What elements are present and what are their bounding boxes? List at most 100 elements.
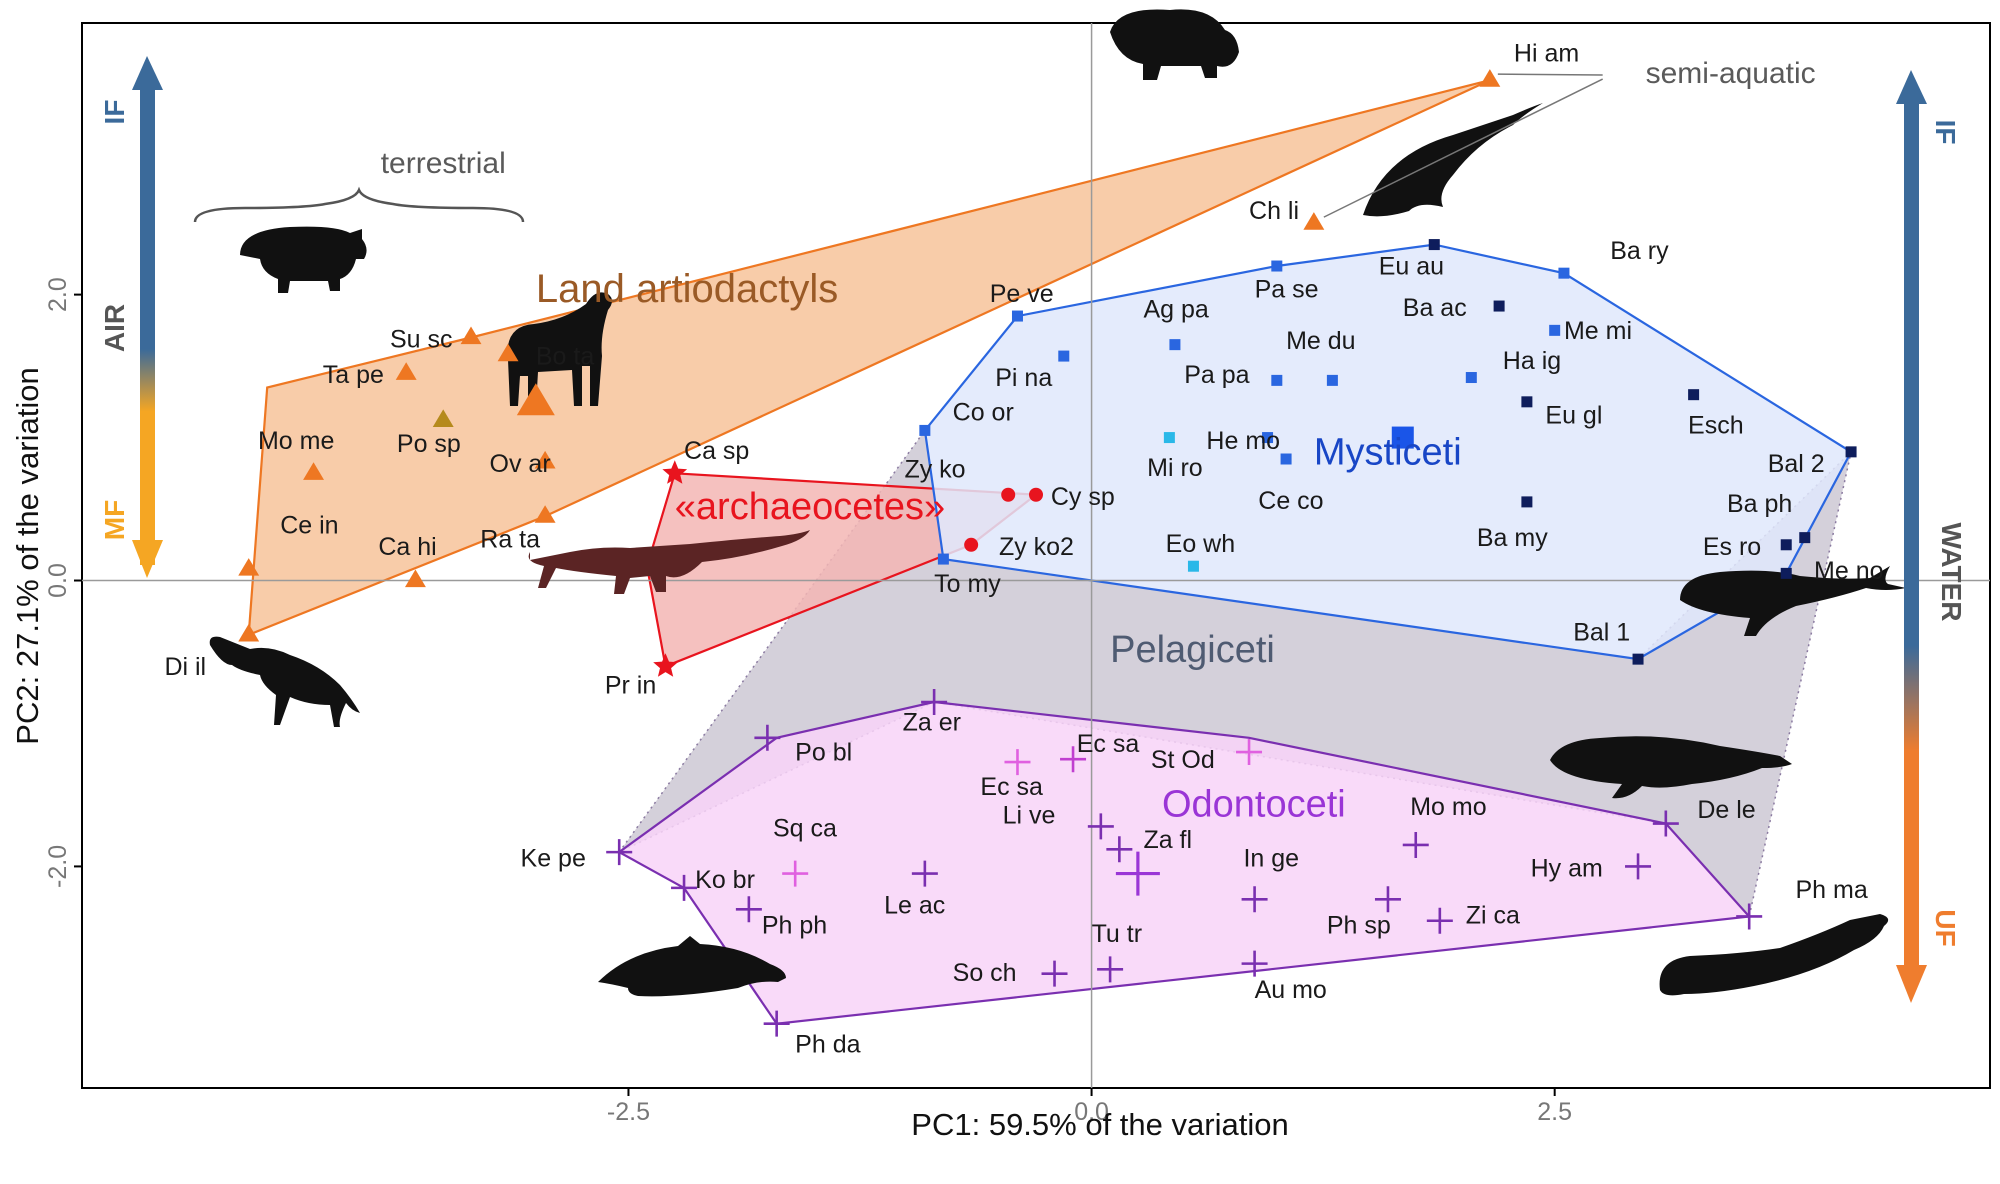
point-hi-am xyxy=(1479,69,1501,87)
left-axis-bar: IF AIR MF xyxy=(99,56,163,578)
label-tu-tr: Tu tr xyxy=(1092,920,1142,948)
right-whale-silhouette xyxy=(1680,566,1906,636)
point-ha-ig xyxy=(1465,372,1477,384)
sheep-silhouette xyxy=(507,292,612,406)
point-so-ch xyxy=(1041,960,1068,987)
label-hy-am: Hy am xyxy=(1531,854,1603,882)
axis-ticks: -2.5 0.0 2.5 2.0 0.0 -2.0 xyxy=(44,277,1572,1126)
point-ec-sa xyxy=(1004,749,1031,776)
label-mi-ro: Mi ro xyxy=(1147,454,1203,482)
group-labels: Land artiodactyls «archaeocetes» Mysticeti… xyxy=(536,267,1462,826)
label-to-my: To my xyxy=(934,570,1001,598)
point-ce-co xyxy=(1280,453,1292,465)
label-ce-co: Ce co xyxy=(1258,487,1323,515)
label-po-bl: Po bl xyxy=(795,739,852,767)
label-ch-li: Ch li xyxy=(1249,197,1299,225)
point-di-il xyxy=(238,623,260,642)
label-ba-ac: Ba ac xyxy=(1403,294,1467,322)
point-cy-sp xyxy=(1029,487,1043,502)
label-st-od: St Od xyxy=(1151,746,1215,774)
point-pr-in xyxy=(653,653,678,677)
point-ec-sa xyxy=(1060,746,1087,773)
label-he-mo: He mo xyxy=(1206,427,1280,455)
point-sq-ca xyxy=(782,860,809,887)
label-me-mi: Me mi xyxy=(1564,317,1632,345)
label-mo-mo: Mo mo xyxy=(1410,793,1486,821)
point-pi-na xyxy=(1058,350,1070,362)
group-label-odontoceti: Odontoceti xyxy=(1162,783,1346,825)
label-za-er: Za er xyxy=(903,709,961,737)
annotations: terrestrial semi-aquatic xyxy=(381,57,1816,218)
point-za-fl xyxy=(1106,836,1133,863)
label-es-ro: Es ro xyxy=(1703,533,1761,561)
point-ca-sp xyxy=(662,460,688,484)
point-ba-ph xyxy=(1799,532,1811,544)
deer-silhouette xyxy=(209,636,360,727)
point-ce-in xyxy=(238,558,260,576)
point-ch-li xyxy=(1303,212,1325,230)
point-ph-ma xyxy=(1736,903,1763,930)
crocodile-silhouette xyxy=(528,530,810,594)
left-arrow-down-head xyxy=(132,540,163,578)
label-sq-ca: Sq ca xyxy=(773,814,837,842)
x-tick-label: -2.5 xyxy=(607,1098,650,1126)
label-au-mo: Au mo xyxy=(1255,976,1327,1004)
semi-aquatic-leader-hi xyxy=(1497,73,1603,76)
point-me-du xyxy=(1326,374,1338,386)
label-ca-hi: Ca hi xyxy=(378,533,436,561)
data-marks xyxy=(238,69,1857,1037)
point-esch xyxy=(1688,389,1700,401)
label-pe-ve: Pe ve xyxy=(990,280,1054,308)
point-co-or xyxy=(919,424,931,436)
label-eu-au: Eu au xyxy=(1379,253,1444,281)
annotation-terrestrial: terrestrial xyxy=(381,147,506,180)
porpoise-silhouette xyxy=(598,936,786,997)
centroid-2 xyxy=(1115,851,1160,896)
x-axis-title: PC1: 59.5% of the variation xyxy=(911,1107,1288,1142)
point-bo-ta xyxy=(497,343,519,362)
point-mo-mo xyxy=(1402,831,1429,858)
point-le-ac xyxy=(911,860,938,887)
zero-lines xyxy=(82,23,1990,1088)
point-zi-ca xyxy=(1426,907,1453,934)
right-axis-bar: IF WATER UF xyxy=(1896,70,1967,1003)
label-zi-ca: Zi ca xyxy=(1466,902,1520,930)
point-ra-ta xyxy=(534,505,556,523)
label-co-or: Co or xyxy=(953,398,1014,426)
label-ba-my: Ba my xyxy=(1477,524,1548,552)
point-ph-da xyxy=(763,1010,790,1037)
left-top-label: IF xyxy=(99,100,130,125)
point-hy-am xyxy=(1625,853,1652,880)
label-pa-se: Pa se xyxy=(1255,275,1319,303)
label-pr-in: Pr in xyxy=(605,671,656,699)
label-su-sc: Su sc xyxy=(390,326,453,354)
point-st-od xyxy=(1236,739,1263,766)
point-zy-ko2 xyxy=(964,537,979,552)
label-di-il: Di il xyxy=(164,653,206,681)
left-arrow-up-head xyxy=(132,56,163,90)
label-pi-na: Pi na xyxy=(995,364,1052,392)
label-ph-da: Ph da xyxy=(795,1030,860,1058)
point-in-ge xyxy=(1241,886,1268,913)
label-ta-pe: Ta pe xyxy=(323,361,384,389)
point-me-no xyxy=(1780,567,1792,579)
label-eu-gl: Eu gl xyxy=(1545,401,1602,429)
silhouettes xyxy=(209,9,1906,997)
point-ta-pe xyxy=(395,362,417,380)
label-za-fl: Za fl xyxy=(1143,826,1192,854)
point-ag-pa xyxy=(1169,339,1181,351)
pig-silhouette xyxy=(240,226,367,293)
point-ba-my xyxy=(1521,496,1533,508)
label-ph-sp: Ph sp xyxy=(1327,912,1391,940)
point-mi-ro xyxy=(1163,432,1175,444)
label-zy-ko2: Zy ko2 xyxy=(999,533,1074,561)
label-me-du: Me du xyxy=(1286,327,1355,355)
label-ca-sp: Ca sp xyxy=(684,437,749,465)
sperm-whale-silhouette xyxy=(1659,914,1889,996)
y-axis-title: PC2: 27.1% of the variation xyxy=(10,367,45,744)
label-ba-ry: Ba ry xyxy=(1610,237,1669,265)
point-pe-ve xyxy=(1011,310,1023,322)
point-eo-wh xyxy=(1187,560,1199,572)
centroid-1 xyxy=(1391,426,1414,449)
label-ba-ph: Ba ph xyxy=(1727,490,1792,518)
